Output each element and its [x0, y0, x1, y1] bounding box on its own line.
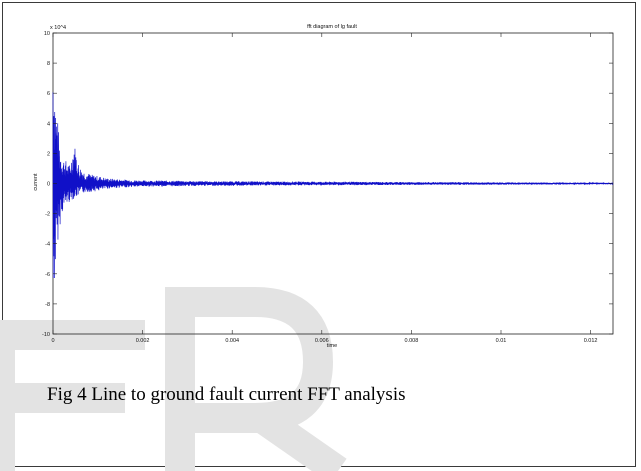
watermark-letter-e	[0, 320, 145, 471]
x-tick-label: 0.012	[584, 338, 598, 344]
y-tick-label: 0	[47, 182, 50, 188]
x-tick-label: 0.004	[225, 338, 239, 344]
watermark-letter-r	[165, 287, 347, 471]
y-axis-label: current	[33, 173, 39, 191]
figure-caption: Fig 4 Line to ground fault current FFT a…	[47, 384, 406, 405]
y-tick-label: -8	[45, 302, 50, 308]
y-tick-label: -4	[45, 242, 50, 248]
y-tick-label: -2	[45, 212, 50, 218]
y-tick-label: 4	[47, 121, 50, 127]
ticks-layer: 0 0.002 0.004 0.006 0.008 0.01 0.012 -10 -8 -6 -4 -…	[42, 31, 613, 344]
y-tick-label: 2	[47, 151, 50, 157]
x-tick-label: 0	[51, 338, 54, 344]
y-tick-label: 10	[44, 31, 50, 37]
y-tick-label: -10	[42, 332, 50, 338]
series-layer	[52, 92, 614, 279]
y-tick-label: 8	[47, 61, 50, 67]
y-axis-exponent: x 10^4	[50, 25, 66, 31]
x-tick-label: 0.006	[315, 338, 329, 344]
x-axis-label: time	[327, 343, 337, 349]
y-tick-label: 6	[47, 91, 50, 97]
x-tick-label: 0.01	[496, 338, 507, 344]
x-tick-label: 0.008	[405, 338, 419, 344]
series-line	[52, 92, 614, 279]
y-tick-label: -6	[45, 272, 50, 278]
x-tick-label: 0.002	[136, 338, 150, 344]
chart-title: fft diagram of lg fault	[307, 24, 357, 30]
